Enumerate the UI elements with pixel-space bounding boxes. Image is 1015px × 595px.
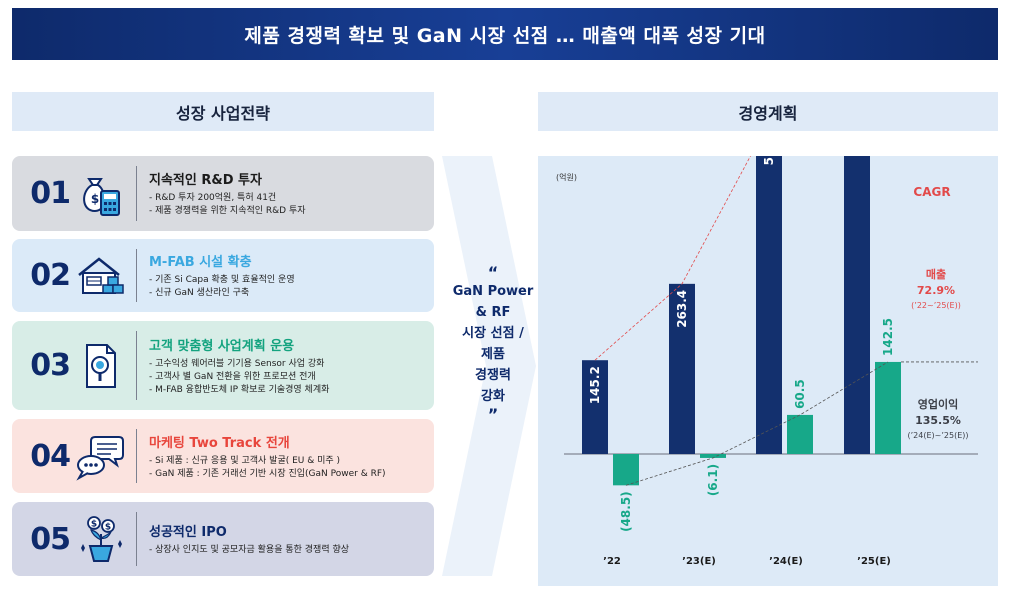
business-plan-chart: (억원)145.2263.4514.8751.7(48.5)(6.1)60.51…: [538, 156, 998, 586]
strategy-title: 고객 맞춤형 사업계획 운용: [149, 338, 295, 354]
section-title: 경영계획: [738, 103, 798, 123]
revenue-cagr-value: 72.9%: [917, 284, 955, 297]
operating-profit-bar: [700, 454, 726, 458]
cagr-title: CAGR: [913, 185, 950, 199]
page-banner: 제품 경쟁력 확보 및 GaN 시장 선점 … 매출액 대폭 성장 기대: [12, 8, 998, 60]
strategy-title: M-FAB 시설 확충: [149, 255, 252, 270]
strategy-number: 03: [30, 348, 71, 383]
speech-bubbles-icon: [70, 419, 130, 493]
revenue-bar: [582, 360, 608, 454]
strategy-bullet: - 제품 경쟁력을 위한 지속적인 R&D 투자: [149, 206, 306, 216]
profit-cagr-value: 135.5%: [915, 414, 961, 427]
revenue-cagr-period: (’22~’25(E)): [911, 301, 961, 310]
operating-profit-data-label: (6.1): [706, 464, 720, 496]
money-plant-icon: $ $: [70, 502, 130, 576]
section-title: 성장 사업전략: [176, 103, 270, 123]
quote-line: & RF: [475, 305, 511, 320]
x-tick-label: ’22: [603, 556, 621, 567]
middle-quote: “ GaN Power & RF 시장 선점 / 제품 경쟁력 강화 ”: [448, 265, 538, 423]
revenue-cagr-label: 매출: [926, 267, 946, 281]
strategy-card-01: 01 $ 지속적인 R&D 투자 - R&D 투자 200억원, 특허 41건 …: [12, 156, 434, 231]
strategy-number: 05: [30, 521, 71, 557]
chevron-arrow-icon: [442, 156, 536, 576]
strategy-bullet: - M-FAB 융합반도체 IP 확보로 기술경영 체계화: [149, 384, 330, 395]
strategy-card-02: 02 M-FAB 시설 확충 - 기존 Si Capa 확충 및 효율적인 운영…: [12, 239, 434, 312]
strategy-card-03: 03 고객 맞춤형 사업계획 운용 - 고수익성 웨어러블 기기용 Sensor…: [12, 321, 434, 410]
profit-cagr-period: (’24(E)~’25(E)): [908, 431, 969, 440]
svg-text:$: $: [91, 520, 97, 530]
quote-line: 시장 선점 /: [462, 326, 524, 341]
strategy-card-05: 05 $ $ 성공적인 IPO - 상장사 인지도 및 공모자금 활용을 통한 …: [12, 502, 434, 576]
operating-profit-bar: [875, 361, 901, 454]
operating-profit-bar: [613, 454, 639, 486]
close-quote: ”: [487, 405, 499, 424]
factory-building-icon: [70, 239, 130, 312]
strategy-title: 지속적인 R&D 투자: [149, 173, 262, 188]
strategy-bullet: - Si 제품 : 신규 응용 및 고객사 발굴( EU & 미주 ): [149, 455, 341, 466]
revenue-bar: [844, 156, 870, 454]
strategy-bullet: - 상장사 인지도 및 공모자금 활용을 통한 경쟁력 향상: [149, 545, 350, 555]
revenue-data-label: 263.4: [675, 290, 689, 328]
strategy-bullet: - GaN 제품 : 기존 거래선 기반 시장 진입(GaN Power & R…: [149, 468, 386, 479]
strategy-bullet: - 고객사 별 GaN 전환을 위한 프로모션 전개: [149, 371, 316, 382]
profit-cagr-label: 영업이익: [918, 397, 958, 411]
section-header-plan: 경영계획: [538, 92, 998, 131]
quote-line: 경쟁력: [475, 368, 511, 383]
strategy-bullet: - 기존 Si Capa 확충 및 효율적인 운영: [149, 275, 295, 285]
strategy-title: 성공적인 IPO: [149, 525, 227, 540]
section-header-strategy: 성장 사업전략: [12, 92, 434, 131]
strategy-bullet: - R&D 투자 200억원, 특허 41건: [149, 193, 277, 203]
operating-profit-data-label: 60.5: [793, 379, 807, 409]
card-divider: [136, 429, 137, 483]
revenue-trend-line: [594, 156, 751, 361]
svg-text:$: $: [91, 192, 99, 206]
strategy-bullet: - 신규 GaN 생산라인 구축: [149, 288, 250, 298]
strategy-number: 01: [30, 176, 71, 211]
unit-label: (억원): [556, 172, 577, 182]
operating-profit-data-label: 142.5: [881, 318, 895, 356]
document-search-icon: [70, 321, 130, 410]
x-tick-label: ’24(E): [769, 556, 803, 567]
x-tick-label: ’23(E): [682, 556, 716, 567]
strategy-bullet: - 고수익성 웨어러블 기기용 Sensor 사업 강화: [149, 358, 325, 369]
card-divider: [136, 166, 137, 221]
revenue-data-label: 514.8: [762, 156, 776, 165]
strategy-title: 마케팅 Two Track 전개: [149, 435, 290, 451]
card-divider: [136, 512, 137, 566]
strategy-number: 02: [30, 258, 71, 293]
revenue-bar: [756, 156, 782, 454]
card-divider: [136, 331, 137, 400]
svg-text:$: $: [105, 523, 111, 533]
quote-line: 강화: [481, 389, 505, 404]
operating-profit-bar: [787, 414, 813, 454]
strategy-number: 04: [30, 438, 71, 474]
money-bag-calculator-icon: $: [70, 156, 130, 231]
operating-profit-data-label: (48.5): [619, 491, 633, 532]
quote-line: GaN Power: [452, 284, 534, 299]
card-divider: [136, 249, 137, 302]
banner-title: 제품 경쟁력 확보 및 GaN 시장 선점 … 매출액 대폭 성장 기대: [244, 24, 766, 47]
revenue-bar: [669, 283, 695, 454]
operating-profit-trend-line: [625, 361, 889, 486]
revenue-data-label: 145.2: [588, 366, 602, 404]
open-quote: “: [487, 263, 499, 282]
strategy-card-04: 04 마케팅 Two Track 전개 - Si 제품 : 신규 응용 및 고객…: [12, 419, 434, 493]
chart-svg: (억원)145.2263.4514.8751.7(48.5)(6.1)60.51…: [556, 156, 978, 567]
x-tick-label: ’25(E): [857, 556, 891, 567]
quote-line: 제품: [481, 347, 505, 362]
